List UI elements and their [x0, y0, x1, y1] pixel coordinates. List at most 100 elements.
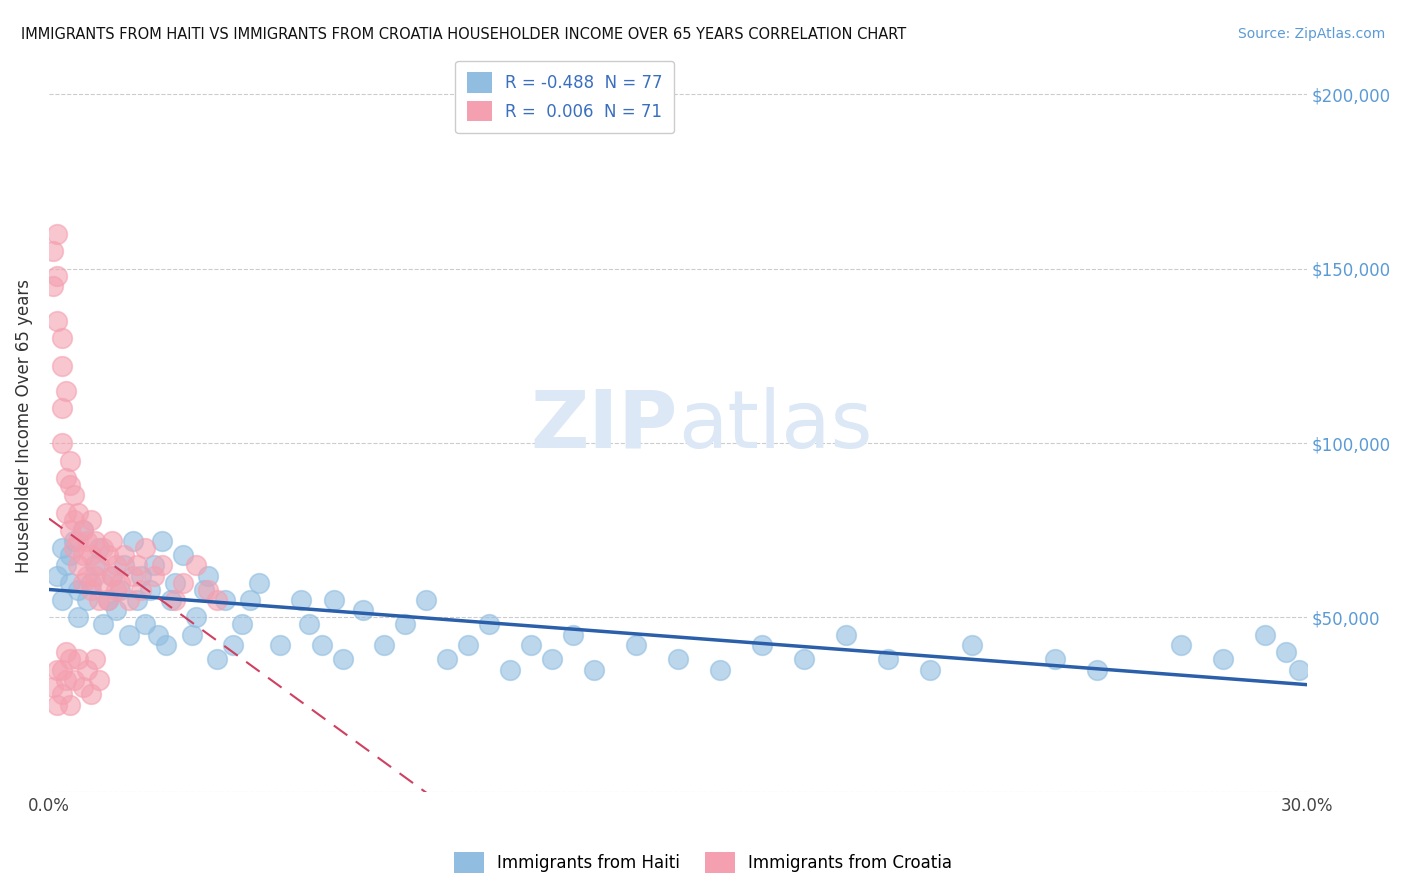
Point	[55, 506, 77, 520]
Point	[101, 568, 124, 582]
Point	[110, 575, 132, 590]
Point	[205, 593, 228, 607]
Point	[134, 617, 156, 632]
Point	[105, 582, 128, 597]
Point	[214, 593, 236, 607]
Point	[436, 652, 458, 666]
Y-axis label: Householder Income Over 65 years: Householder Income Over 65 years	[15, 278, 32, 573]
Point	[269, 638, 291, 652]
Point	[231, 617, 253, 632]
Point	[205, 652, 228, 666]
Point	[311, 638, 333, 652]
Text: IMMIGRANTS FROM HAITI VS IMMIGRANTS FROM CROATIA HOUSEHOLDER INCOME OVER 65 YEAR: IMMIGRANTS FROM HAITI VS IMMIGRANTS FROM…	[21, 27, 907, 42]
Point	[105, 603, 128, 617]
Point	[193, 582, 215, 597]
Point	[394, 617, 416, 632]
Point	[67, 652, 90, 666]
Point	[89, 593, 111, 607]
Legend: Immigrants from Haiti, Immigrants from Croatia: Immigrants from Haiti, Immigrants from C…	[447, 846, 959, 880]
Point	[72, 575, 94, 590]
Point	[63, 488, 86, 502]
Point	[298, 617, 321, 632]
Point	[84, 652, 107, 666]
Point	[80, 687, 103, 701]
Point	[163, 593, 186, 607]
Point	[46, 568, 69, 582]
Point	[129, 568, 152, 582]
Point	[105, 558, 128, 573]
Point	[150, 558, 173, 573]
Point	[55, 673, 77, 687]
Point	[80, 513, 103, 527]
Point	[63, 533, 86, 548]
Point	[110, 582, 132, 597]
Point	[117, 628, 139, 642]
Point	[46, 314, 69, 328]
Point	[101, 533, 124, 548]
Point	[117, 593, 139, 607]
Point	[114, 548, 136, 562]
Point	[1045, 652, 1067, 666]
Point	[332, 652, 354, 666]
Point	[121, 533, 143, 548]
Point	[42, 680, 65, 694]
Point	[55, 645, 77, 659]
Point	[323, 593, 346, 607]
Point	[142, 558, 165, 573]
Point	[76, 593, 98, 607]
Point	[562, 628, 585, 642]
Point	[129, 582, 152, 597]
Point	[51, 687, 73, 701]
Point	[89, 558, 111, 573]
Point	[51, 359, 73, 374]
Text: Source: ZipAtlas.com: Source: ZipAtlas.com	[1237, 27, 1385, 41]
Point	[138, 582, 160, 597]
Point	[59, 652, 82, 666]
Point	[67, 558, 90, 573]
Point	[42, 244, 65, 259]
Point	[624, 638, 647, 652]
Point	[520, 638, 543, 652]
Point	[918, 663, 941, 677]
Point	[1170, 638, 1192, 652]
Text: atlas: atlas	[678, 386, 872, 465]
Point	[751, 638, 773, 652]
Point	[97, 593, 120, 607]
Point	[51, 331, 73, 345]
Point	[46, 268, 69, 283]
Point	[84, 558, 107, 573]
Point	[146, 628, 169, 642]
Point	[97, 548, 120, 562]
Point	[67, 610, 90, 624]
Point	[960, 638, 983, 652]
Point	[415, 593, 437, 607]
Point	[353, 603, 375, 617]
Point	[72, 680, 94, 694]
Point	[125, 558, 148, 573]
Legend: R = -0.488  N = 77, R =  0.006  N = 71: R = -0.488 N = 77, R = 0.006 N = 71	[456, 61, 675, 133]
Point	[247, 575, 270, 590]
Point	[80, 575, 103, 590]
Point	[114, 558, 136, 573]
Point	[46, 227, 69, 241]
Point	[89, 541, 111, 555]
Point	[59, 698, 82, 712]
Point	[163, 575, 186, 590]
Point	[197, 582, 219, 597]
Point	[1288, 663, 1310, 677]
Point	[184, 558, 207, 573]
Point	[876, 652, 898, 666]
Point	[239, 593, 262, 607]
Point	[1254, 628, 1277, 642]
Point	[63, 513, 86, 527]
Point	[89, 673, 111, 687]
Point	[42, 279, 65, 293]
Point	[180, 628, 202, 642]
Point	[84, 533, 107, 548]
Point	[51, 541, 73, 555]
Point	[55, 471, 77, 485]
Point	[51, 436, 73, 450]
Point	[197, 568, 219, 582]
Point	[457, 638, 479, 652]
Point	[1212, 652, 1234, 666]
